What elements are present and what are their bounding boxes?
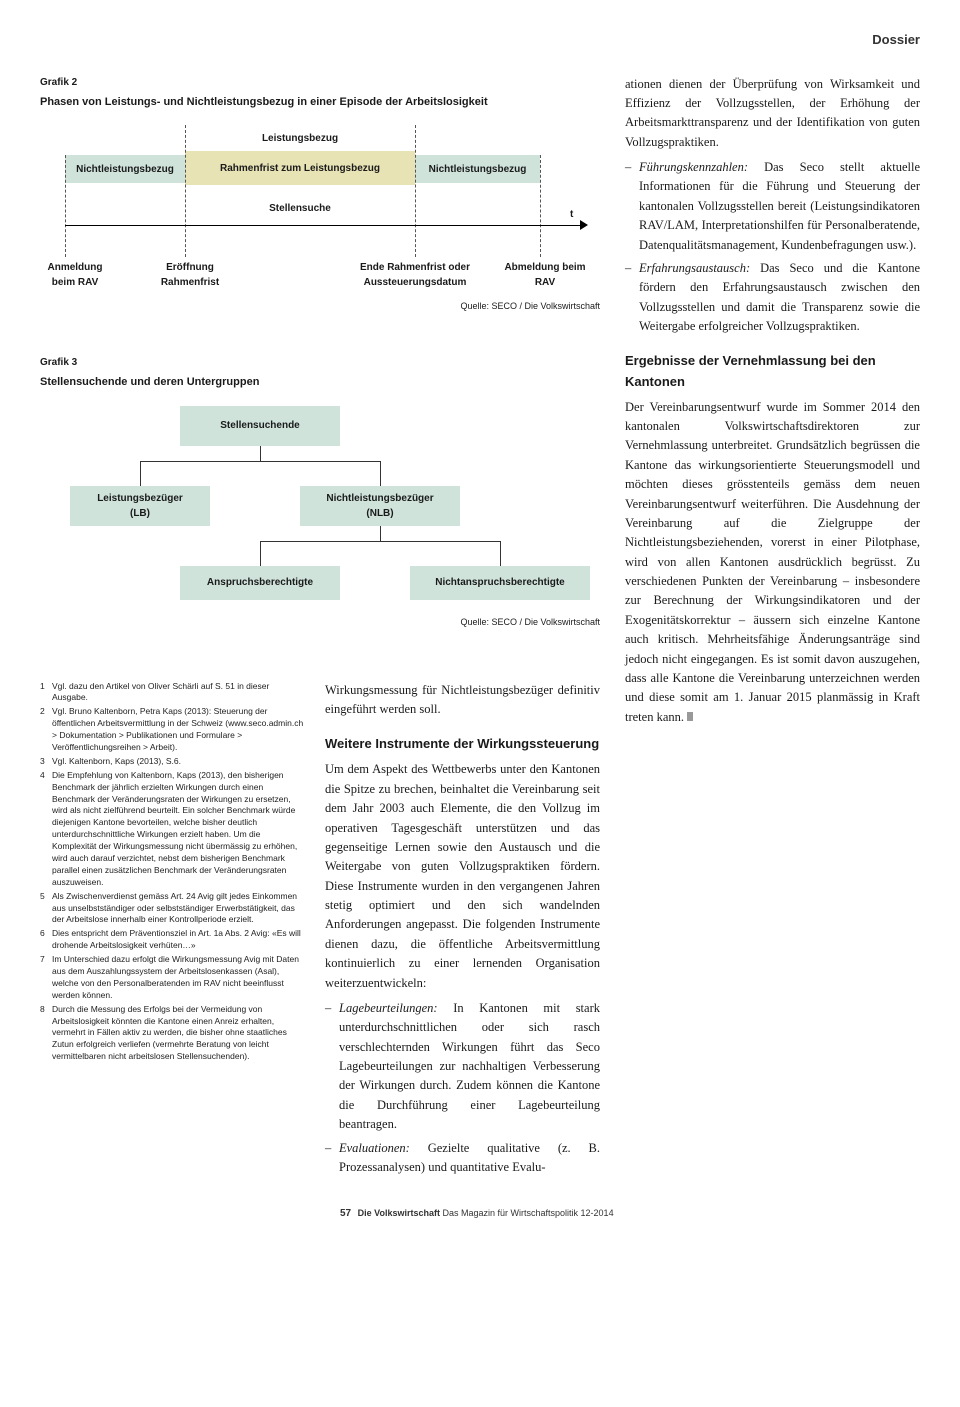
footnote-3: 3Vgl. Kaltenborn, Kaps (2013), S.6. xyxy=(40,756,305,768)
main-layout: Grafik 2 Phasen von Leistungs- und Nicht… xyxy=(40,75,920,1182)
center-subhead: Weitere Instrumente der Wirkungssteuerun… xyxy=(325,734,600,754)
footnote-1: 1Vgl. dazu den Artikel von Oliver Schärl… xyxy=(40,681,305,705)
end-mark-icon xyxy=(687,712,693,721)
footer-magazine: Die Volkswirtschaft xyxy=(358,1208,440,1218)
grafik3-label: Grafik 3 xyxy=(40,355,600,370)
center-bullet-1: –Evaluationen: Gezielte qualitative (z. … xyxy=(325,1139,600,1178)
right-bullet-1: –Erfahrungsaustausch: Das Seco und die K… xyxy=(625,259,920,337)
footnotes-column: 1Vgl. dazu den Artikel von Oliver Schärl… xyxy=(40,681,305,1182)
center-bullet-0: –Lagebeurteilungen: In Kantonen mit star… xyxy=(325,999,600,1135)
g3-node-nansp: Nichtanspruchsberechtigte xyxy=(410,566,590,600)
timeline-arrowhead xyxy=(580,220,588,230)
g2-box-rahmen: Rahmenfrist zum Leistungsbezug xyxy=(185,151,415,185)
right-bullets-top: –Führungskennzahlen: Das Seco stellt akt… xyxy=(625,158,920,336)
footnote-6: 6Dies entspricht dem Präventionsziel in … xyxy=(40,928,305,952)
center-lead: Wirkungsmessung für Nichtleistungsbezüge… xyxy=(325,681,600,720)
right-bullet-0: –Führungskennzahlen: Das Seco stellt akt… xyxy=(625,158,920,255)
grafik3-title: Stellensuchende und deren Untergruppen xyxy=(40,374,600,391)
page-number: 57 xyxy=(340,1208,351,1219)
center-column: Wirkungsmessung für Nichtleistungsbezüge… xyxy=(325,681,600,1182)
right-top-para: ationen dienen der Überprüfung von Wirks… xyxy=(625,75,920,153)
right-body-para: Der Vereinbarungsentwurf wurde im Sommer… xyxy=(625,398,920,727)
g3-node-lb: Leistungsbezüger(LB) xyxy=(70,486,210,526)
footnote-4: 4Die Empfehlung von Kaltenborn, Kaps (20… xyxy=(40,770,305,889)
g3-node-ansp: Anspruchsberechtigte xyxy=(180,566,340,600)
grafik2-label: Grafik 2 xyxy=(40,75,600,90)
footnote-7: 7Im Unterschied dazu erfolgt die Wirkung… xyxy=(40,954,305,1002)
timeline-t-label: t xyxy=(570,207,573,222)
g2-caption-1: EröffnungRahmenfrist xyxy=(150,260,230,290)
grafik3-source: Quelle: SECO / Die Volkswirtschaft xyxy=(40,616,600,630)
g2-dash-1 xyxy=(185,125,186,257)
footnote-8: 8Durch die Messung des Erfolgs bei der V… xyxy=(40,1004,305,1063)
g2-dash-0 xyxy=(65,155,66,257)
grafik2-diagram: NichtleistungsbezugLeistungsbezugRahmenf… xyxy=(40,125,600,335)
g2-box-left_nlb: Nichtleistungsbezug xyxy=(65,155,185,183)
right-column: ationen dienen der Überprüfung von Wirks… xyxy=(625,75,920,1182)
g2-caption-2: Ende Rahmenfrist oderAussteuerungsdatum xyxy=(340,260,490,290)
g3-node-root: Stellensuchende xyxy=(180,406,340,446)
g2-box-stellen: Stellensuche xyxy=(185,197,415,219)
grafik3-diagram: Stellensuchende Leistungsbezüger(LB) Nicht… xyxy=(40,406,600,656)
page-footer: 57 Die Volkswirtschaft Das Magazin für W… xyxy=(40,1206,920,1221)
center-body: Um dem Aspekt des Wettbewerbs unter den … xyxy=(325,760,600,993)
g2-caption-3: Abmeldung beimRAV xyxy=(495,260,595,290)
g3-node-nlb: Nichtleistungsbezüger(NLB) xyxy=(300,486,460,526)
right-subhead: Ergebnisse der Vernehmlassung bei den Ka… xyxy=(625,351,920,391)
g2-dash-2 xyxy=(415,125,416,257)
g2-box-right_nlb: Nichtleistungsbezug xyxy=(415,155,540,183)
g2-caption-0: Anmeldungbeim RAV xyxy=(40,260,110,290)
center-bullets: –Lagebeurteilungen: In Kantonen mit star… xyxy=(325,999,600,1177)
lower-two-col: 1Vgl. dazu den Artikel von Oliver Schärl… xyxy=(40,681,600,1182)
left-column: Grafik 2 Phasen von Leistungs- und Nicht… xyxy=(40,75,600,1182)
footnotes-list: 1Vgl. dazu den Artikel von Oliver Schärl… xyxy=(40,681,305,1064)
section-header: Dossier xyxy=(40,30,920,50)
g2-dash-3 xyxy=(540,155,541,257)
grafik2-source: Quelle: SECO / Die Volkswirtschaft xyxy=(40,300,600,314)
g2-box-leist: Leistungsbezug xyxy=(185,125,415,151)
footnote-2: 2Vgl. Bruno Kaltenborn, Petra Kaps (2013… xyxy=(40,706,305,754)
footer-tagline: Das Magazin für Wirtschaftspolitik 12-20… xyxy=(440,1208,614,1218)
footnote-5: 5Als Zwischenverdienst gemäss Art. 24 Av… xyxy=(40,891,305,927)
grafik2-title: Phasen von Leistungs- und Nichtleistungs… xyxy=(40,94,600,111)
timeline-arrow xyxy=(65,225,580,226)
